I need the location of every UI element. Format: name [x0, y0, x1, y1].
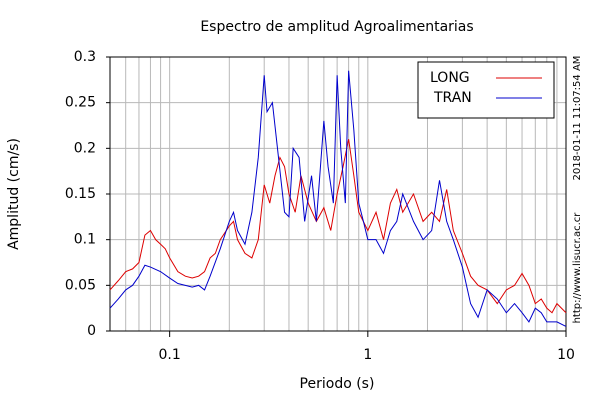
x-tick-label: 0.1	[159, 347, 181, 363]
y-tick-label: 0.3	[74, 49, 96, 65]
timestamp: 2018-01-11 11:07:54 AM	[572, 56, 583, 181]
x-tick-label: 1	[363, 347, 372, 363]
y-tick-label: 0.1	[74, 232, 96, 248]
url: http://www.lisucr.ac.cr	[572, 212, 583, 324]
y-tick-label: 0	[87, 323, 96, 339]
legend-box	[417, 61, 555, 119]
y-tick-label: 0.25	[65, 95, 96, 111]
legend-label: TRAN	[433, 90, 472, 106]
y-axis-label: Amplitud (cm/s)	[6, 138, 22, 250]
legend-label: LONG	[430, 70, 470, 86]
y-tick-label: 0.15	[65, 186, 96, 202]
y-tick-label: 0.05	[65, 277, 96, 293]
x-tick-label: 10	[557, 347, 575, 363]
chart-title: Espectro de amplitud Agroalimentarias	[200, 19, 473, 35]
y-tick-label: 0.2	[74, 140, 96, 156]
series-line	[109, 70, 567, 327]
plot-frame	[109, 56, 567, 332]
x-axis-label: Periodo (s)	[300, 376, 375, 392]
